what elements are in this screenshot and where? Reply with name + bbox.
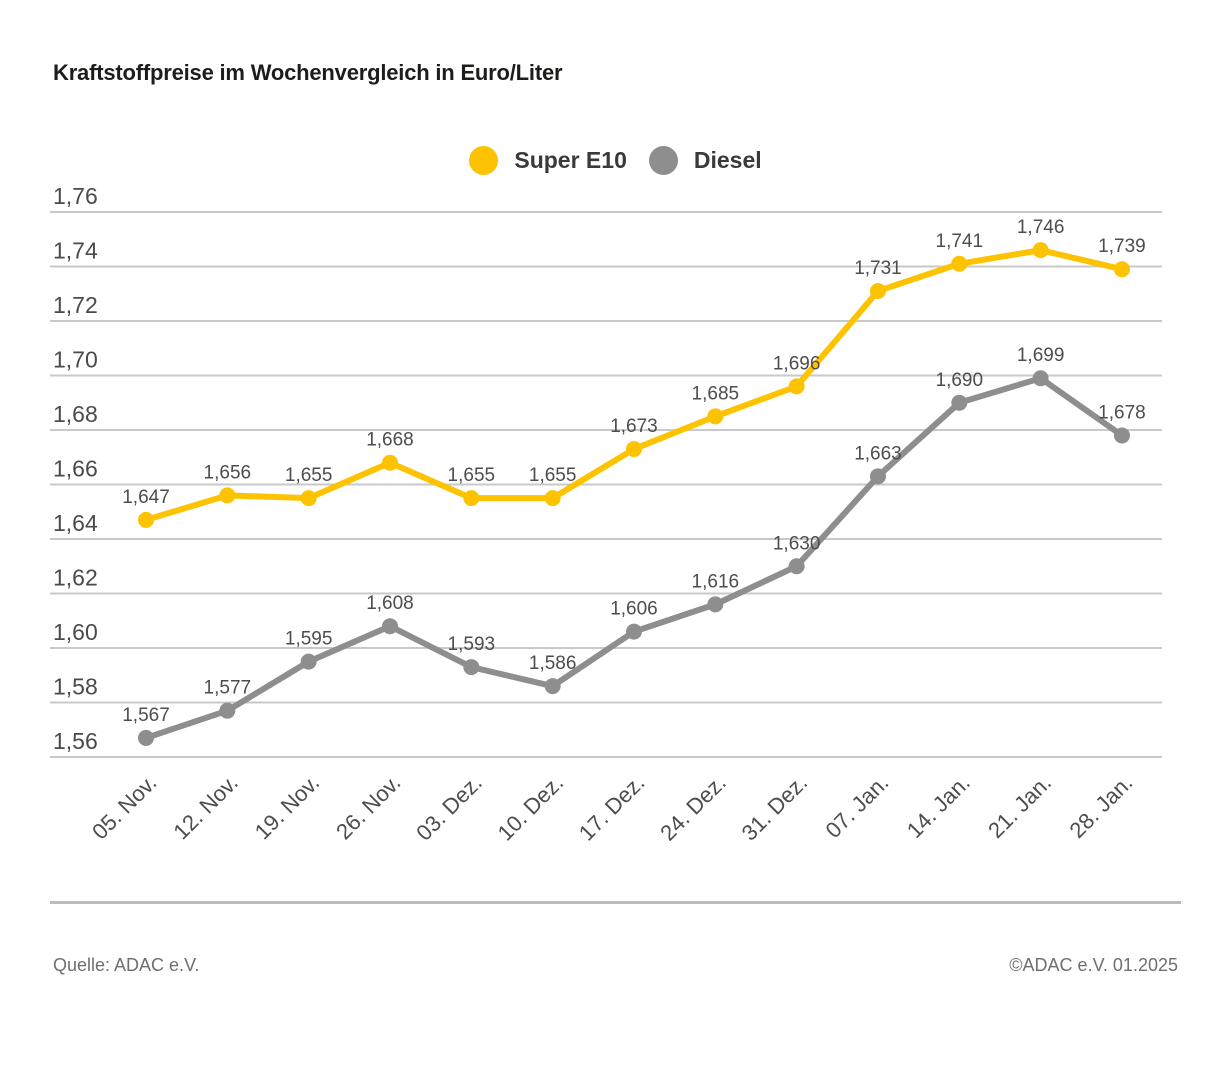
data-point-marker-super-e10 [788,378,805,395]
data-point-label-diesel: 1,699 [1017,345,1065,366]
data-point-marker-diesel [625,623,642,640]
x-axis-tick-label: 07. Jan. [820,770,893,843]
data-point-marker-super-e10 [300,490,317,507]
data-point-marker-super-e10 [951,255,968,272]
data-point-label-super-e10: 1,741 [936,231,984,252]
y-axis-tick-label: 1,66 [53,456,98,482]
copyright-text: ©ADAC e.V. 01.2025 [1009,955,1178,975]
super-e10-dot-icon [469,146,499,175]
data-point-marker-super-e10 [219,487,236,504]
data-point-label-diesel: 1,608 [366,593,414,614]
y-axis-tick-label: 1,64 [53,510,98,536]
data-point-label-super-e10: 1,746 [1017,217,1065,238]
legend-label-diesel: Diesel [693,147,762,173]
data-point-label-super-e10: 1,673 [610,416,658,437]
data-point-marker-diesel [138,729,154,746]
data-point-marker-diesel [1032,370,1049,387]
data-point-marker-diesel [300,653,317,670]
data-point-marker-diesel [869,468,886,485]
line-chart: 1,76 1,74 1,72 1,70 1,68 1,66 1,64 1,62 1,60 1,58… [50,183,1162,846]
data-point-label-super-e10: 1,685 [692,383,740,404]
y-axis-tick-label: 1,58 [53,674,98,700]
data-point-label-super-e10: 1,668 [366,430,414,451]
data-point-label-super-e10: 1,647 [122,487,170,508]
y-axis-tick-label: 1,60 [53,619,98,645]
x-axis-tick-label: 03. Dez. [411,770,487,846]
data-point-label-diesel: 1,630 [773,533,821,554]
data-point-label-diesel: 1,690 [936,370,984,391]
footer-divider [50,901,1181,904]
data-point-label-diesel: 1,616 [692,571,740,592]
source-text: Quelle: ADAC e.V. [53,955,200,975]
x-axis-tick-label: 05. Nov. [87,770,161,844]
data-point-label-super-e10: 1,655 [448,465,496,486]
x-axis-tick-label: 17. Dez. [574,770,650,846]
data-point-marker-super-e10 [138,511,154,528]
data-point-label-diesel: 1,663 [854,443,902,464]
data-point-marker-super-e10 [1113,261,1130,278]
data-point-marker-super-e10 [869,283,886,300]
legend-item-super-e10: Super E10 [469,146,627,175]
data-point-marker-super-e10 [463,490,480,507]
data-point-label-diesel: 1,678 [1098,402,1146,423]
x-axis-tick-label: 28. Jan. [1064,770,1137,843]
x-axis-tick-label: 31. Dez. [737,770,813,846]
chart-legend: Super E10 Diesel [0,146,1231,175]
y-axis-tick-label: 1,72 [53,292,98,318]
y-axis-tick-label: 1,74 [53,238,98,264]
data-point-label-diesel: 1,593 [448,634,496,655]
data-point-label-super-e10: 1,696 [773,353,821,374]
data-point-label-super-e10: 1,655 [285,465,333,486]
data-point-marker-super-e10 [381,454,398,471]
x-axis-tick-label: 21. Jan. [983,770,1056,843]
data-point-marker-diesel [463,659,480,676]
y-axis-tick-label: 1,56 [53,728,98,754]
data-point-marker-super-e10 [1032,242,1049,259]
x-axis-tick-label: 26. Nov. [331,770,405,844]
data-point-marker-diesel [544,678,561,695]
data-point-marker-super-e10 [707,408,724,425]
data-point-label-diesel: 1,577 [204,678,252,699]
data-point-marker-diesel [1113,427,1130,444]
data-point-marker-diesel [381,618,398,635]
data-point-marker-diesel [788,558,805,575]
data-point-label-super-e10: 1,739 [1098,236,1146,257]
x-axis-tick-label: 19. Nov. [250,770,324,844]
data-point-label-diesel: 1,586 [529,653,577,674]
legend-item-diesel: Diesel [648,146,762,175]
y-axis-tick-label: 1,62 [53,565,98,591]
data-point-label-super-e10: 1,731 [854,258,902,279]
x-axis-tick-label: 14. Jan. [902,770,975,843]
data-point-marker-diesel [951,394,968,411]
x-axis-tick-label: 10. Dez. [493,770,569,846]
data-point-label-super-e10: 1,655 [529,465,577,486]
data-point-marker-diesel [219,702,236,719]
y-axis-tick-label: 1,70 [53,347,98,373]
data-point-label-diesel: 1,595 [285,629,333,650]
data-point-label-super-e10: 1,656 [204,462,252,483]
data-point-label-diesel: 1,567 [122,705,170,726]
data-point-marker-super-e10 [544,490,561,507]
y-axis-tick-label: 1,68 [53,401,98,427]
page-title: Kraftstoffpreise im Wochenvergleich in E… [53,60,563,85]
x-axis-tick-label: 24. Dez. [655,770,731,846]
diesel-dot-icon [648,146,678,175]
x-axis-tick-label: 12. Nov. [168,770,242,844]
data-point-marker-diesel [707,596,724,613]
data-point-label-diesel: 1,606 [610,599,658,620]
y-axis-tick-label: 1,76 [53,183,98,209]
legend-label-super-e10: Super E10 [514,147,627,173]
data-point-marker-super-e10 [625,441,642,458]
